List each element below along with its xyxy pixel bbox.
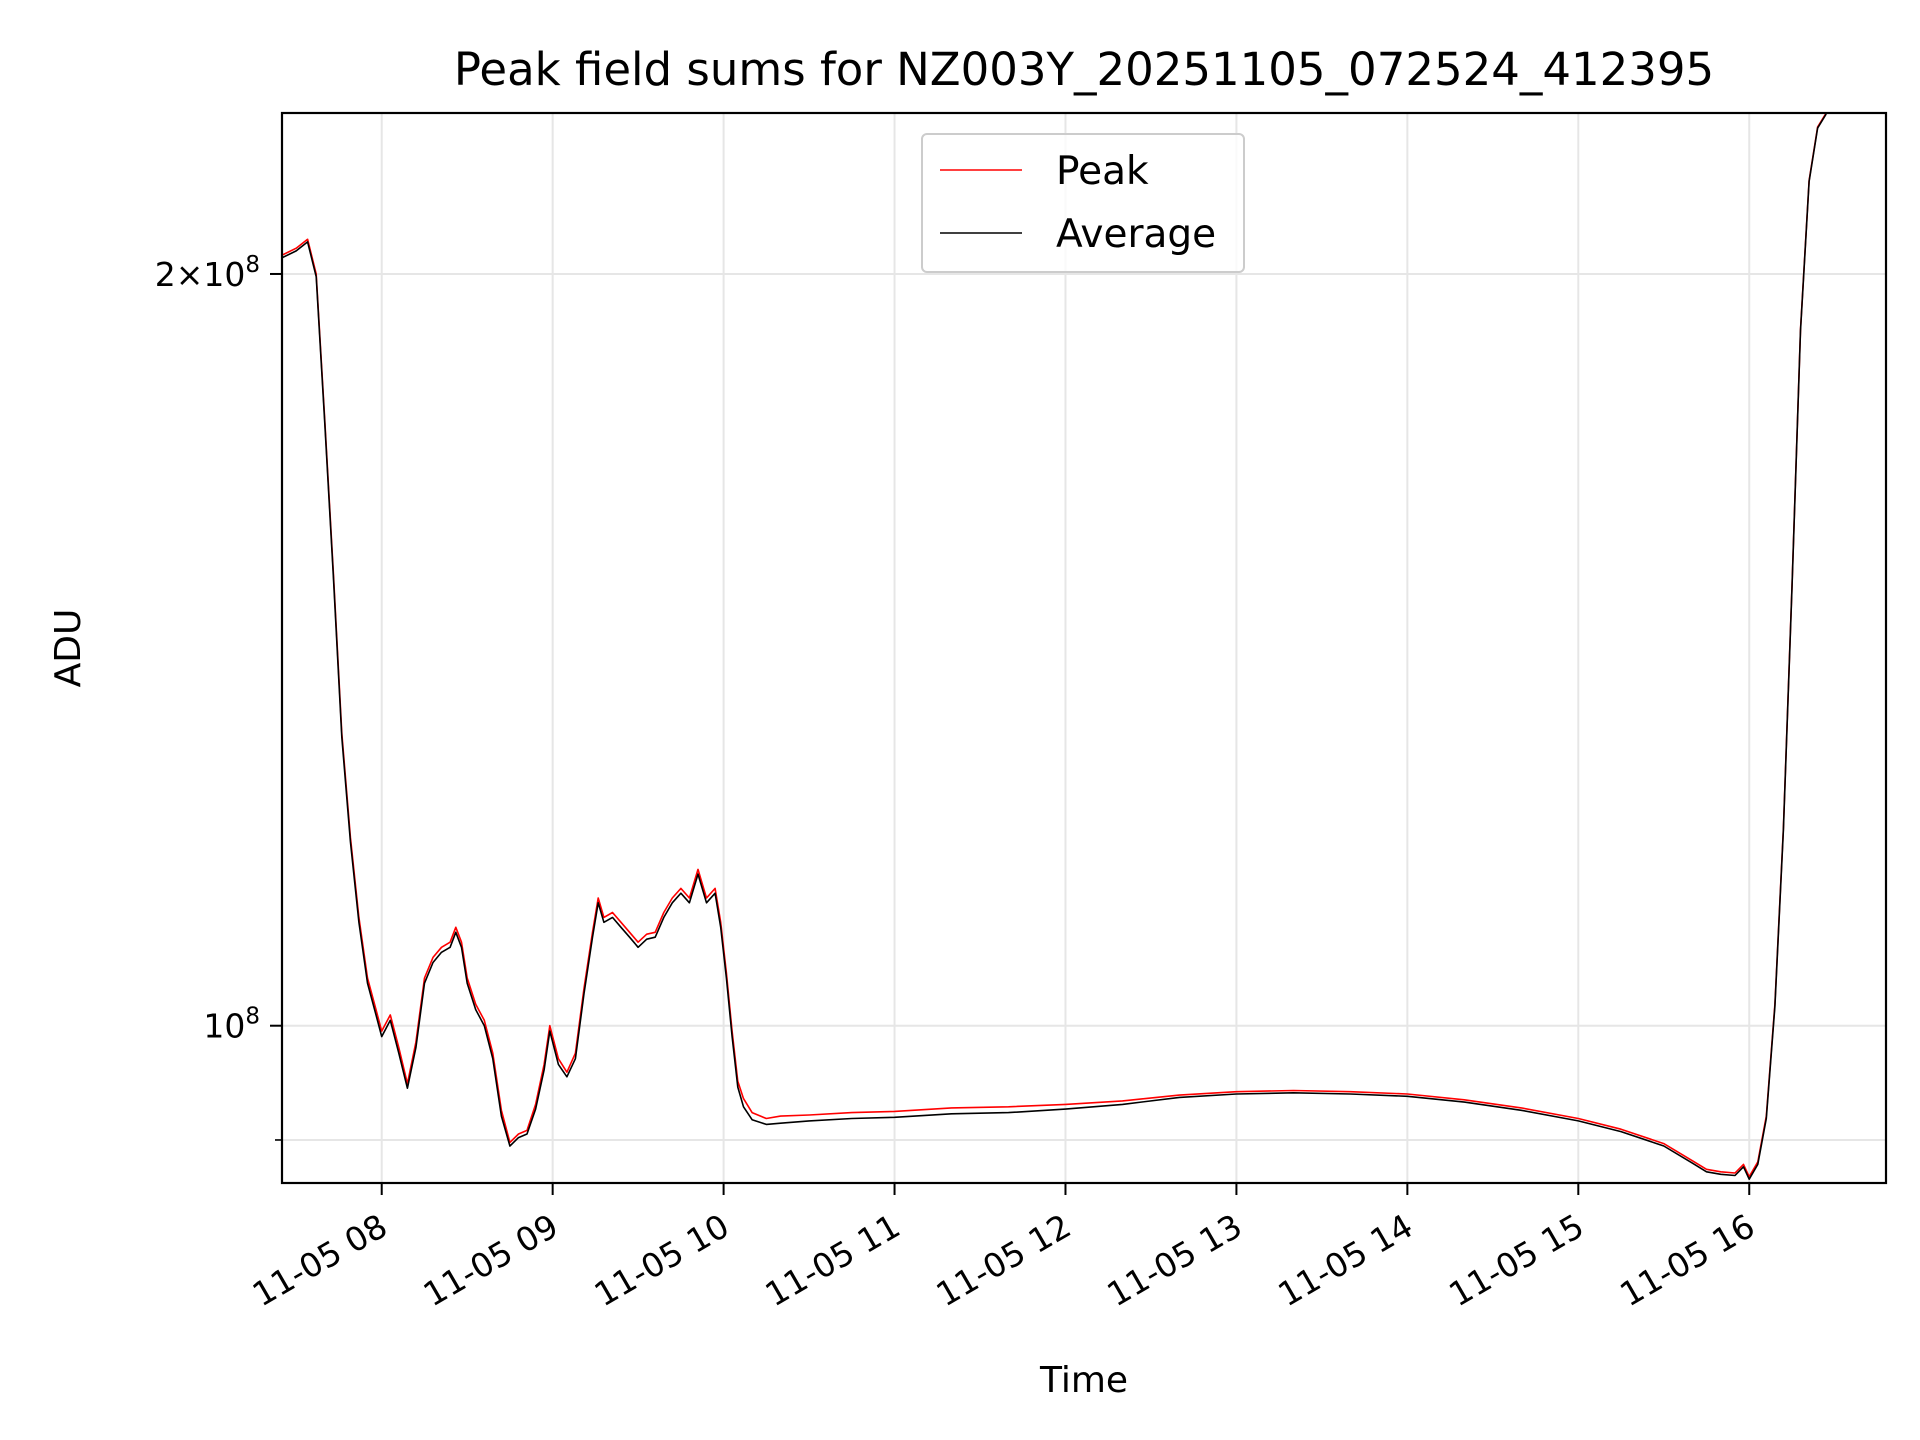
legend-box [921,133,1245,273]
grid-lines [282,113,1886,1183]
series-lines [282,113,1827,1180]
y-axis-title: ADU [48,609,89,688]
plot-area-frame [280,111,1888,1185]
legend-label-peak: Peak [1056,149,1149,194]
legend: Peak Average [921,133,1245,273]
x-axis-title: Time [1039,1360,1128,1401]
chart-title: Peak field sums for NZ003Y_20251105_0725… [454,43,1714,96]
legend-label-average: Average [1056,212,1216,257]
y-tick-label: 2×108 [155,252,260,294]
y-tick-label: 108 [203,1004,260,1046]
series-line-average [282,113,1827,1180]
